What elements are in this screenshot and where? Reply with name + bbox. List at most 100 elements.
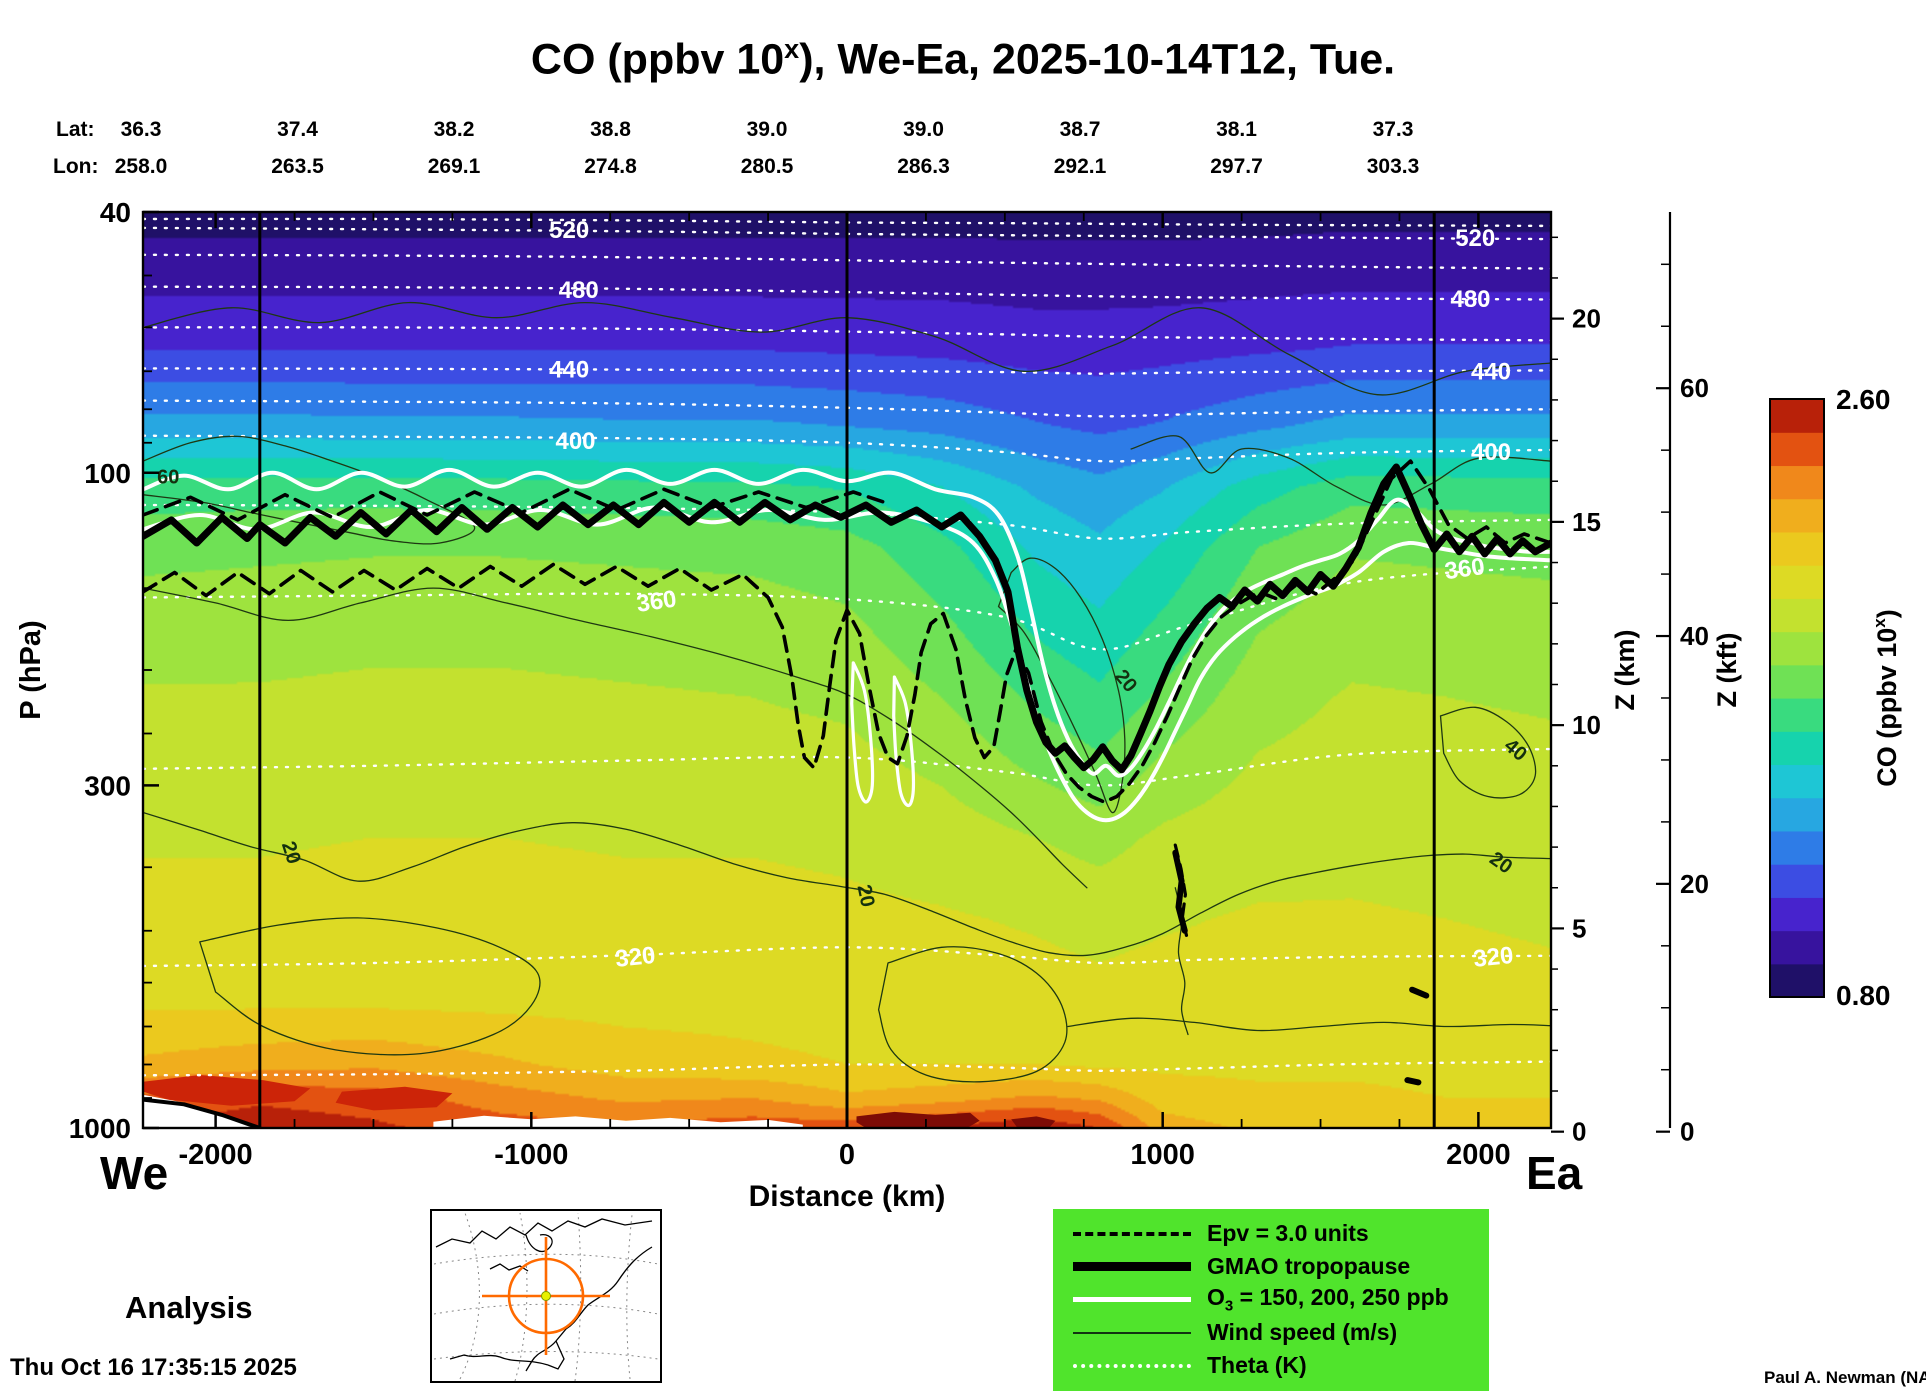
wind-40-right-loop — [1439, 706, 1537, 799]
zkft-tick-label-60: 60 — [1680, 373, 1709, 403]
surface-outline — [143, 1097, 262, 1128]
lat-value-0: 36.3 — [121, 118, 162, 141]
lon-value-2: 269.1 — [428, 155, 481, 178]
theta-contour-420 — [143, 399, 1551, 418]
wind-jet-left — [143, 435, 476, 545]
legend: Epv = 3.0 units GMAO tropopause O3 = 150, … — [1053, 1209, 1489, 1391]
lat-value-1: 37.4 — [277, 118, 318, 141]
waypoint-dot — [541, 1291, 551, 1301]
zkm-tick-label-0: 0 — [1572, 1117, 1586, 1147]
tropopause-fragment-3 — [1404, 1077, 1422, 1086]
theta-contour-540 — [143, 217, 1551, 228]
theta-contour-500 — [143, 253, 1551, 270]
wind-upper-2 — [1130, 435, 1551, 506]
x-axis-title: Distance (km) — [749, 1180, 946, 1213]
theta-contour-340 — [143, 747, 1551, 787]
contour-layer: 520 480 440 400 360 320 520 480 440 400 360 320 60 20… — [143, 212, 1551, 1128]
o3-contour-upper — [143, 467, 1551, 778]
lat-value-4: 39.0 — [747, 118, 788, 141]
lon-value-6: 292.1 — [1054, 155, 1107, 178]
contour-label-440-2: 440 — [549, 357, 589, 384]
title-superscript: x — [784, 34, 800, 64]
wind-loop-bottom-left — [199, 917, 541, 1056]
contour-label-360-10: 360 — [1443, 553, 1486, 585]
legend-sample-theta — [1073, 1363, 1191, 1368]
pressure-axis-title: P (hPa) — [15, 620, 47, 719]
wind-bottom-right — [1067, 1017, 1551, 1032]
theta-contour-460 — [143, 326, 1551, 342]
contour-label-320-5: 320 — [614, 942, 657, 973]
zkm-tick-label-10: 10 — [1572, 710, 1601, 740]
wind-20-main — [143, 811, 1551, 957]
contour-label-20-13: 20 — [277, 839, 305, 867]
p-tick-label-100: 100 — [84, 458, 131, 489]
colorbar-min-label: 0.80 — [1836, 980, 1891, 1011]
legend-label-wind: Wind speed (m/s) — [1207, 1319, 1398, 1345]
wind-loop-bottom-center — [877, 946, 1068, 1083]
z-kft-axis-title: Z (kft) — [1712, 633, 1742, 708]
lat-value-2: 38.2 — [434, 118, 475, 141]
lon-value-1: 263.5 — [271, 155, 324, 178]
east-endpoint-label: Ea — [1526, 1147, 1583, 1199]
lat-value-3: 38.8 — [590, 118, 631, 141]
legend-sample-wind — [1073, 1331, 1191, 1334]
o3-loop-1 — [850, 661, 875, 804]
generation-timestamp: Thu Oct 16 17:35:15 2025 — [10, 1354, 297, 1381]
contour-label-440-8: 440 — [1471, 358, 1511, 385]
lon-value-3: 274.8 — [584, 155, 637, 178]
theta-contour-520 — [143, 226, 1551, 241]
contour-label-20-14: 20 — [852, 883, 878, 909]
chart-title: CO (ppbv 10x), We-Ea, 2025-10-14T12, Tue… — [0, 34, 1926, 84]
title-suffix: ), We-Ea, 2025-10-14T12, Tue. — [799, 35, 1396, 84]
legend-entry-tropopause: GMAO tropopause — [1073, 1250, 1489, 1283]
lon-value-4: 280.5 — [741, 155, 794, 178]
title-prefix: CO (ppbv 10 — [530, 35, 785, 84]
contour-label-520-6: 520 — [1455, 225, 1495, 252]
theta-contour-480 — [143, 285, 1551, 301]
x-tick-label-1000: 1000 — [1130, 1139, 1195, 1171]
zkm-tick-label-20: 20 — [1572, 304, 1601, 334]
legend-label-o3: O3 = 150, 200, 250 ppb — [1207, 1284, 1449, 1315]
p-tick-label-40: 40 — [100, 197, 131, 228]
colorbar-title: CO (ppbv 10x) — [1870, 609, 1902, 787]
lat-axis-caption: Lat: — [56, 118, 95, 141]
lat-value-6: 38.7 — [1060, 118, 1101, 141]
lat-value-5: 39.0 — [903, 118, 944, 141]
zkft-tick-label-20: 20 — [1680, 869, 1709, 899]
contour-label-400-9: 400 — [1471, 439, 1511, 466]
red-blob-left-2 — [335, 1086, 453, 1111]
contour-label-20-15: 20 — [1110, 666, 1141, 697]
o3-loop-2 — [892, 675, 916, 808]
contour-label-480-7: 480 — [1450, 286, 1490, 313]
contour-label-360-4: 360 — [635, 586, 678, 618]
x-axis: -2000 -1000 0 1000 2000 Distance (km) — [179, 212, 1511, 1213]
darkred-spot-1 — [856, 1111, 980, 1128]
colorbar: 2.60 0.80 CO (ppbv 10x) — [1769, 384, 1902, 1011]
white-terrain-center — [433, 1115, 803, 1128]
tropopause — [143, 463, 1551, 774]
contour-label-40-16: 40 — [1500, 735, 1531, 766]
legend-sample-epv — [1073, 1231, 1191, 1236]
legend-label-tropopause: GMAO tropopause — [1207, 1253, 1411, 1279]
z-km-axis-title: Z (km) — [1610, 630, 1640, 711]
p-tick-label-300: 300 — [84, 770, 131, 801]
red-blob-left-1 — [143, 1075, 311, 1106]
x-tick-label-2000: 2000 — [1446, 1139, 1511, 1171]
contour-label-400-3: 400 — [555, 428, 595, 455]
p-tick-label-1000: 1000 — [69, 1113, 131, 1144]
lat-value-7: 38.1 — [1216, 118, 1257, 141]
wind-40-left — [143, 587, 1088, 889]
theta-contour-440 — [143, 367, 1551, 375]
tropopause-fragment-2 — [1409, 986, 1430, 999]
legend-sample-o3 — [1073, 1297, 1191, 1302]
contour-label-520-0: 520 — [549, 217, 589, 244]
legend-sample-tropopause — [1073, 1262, 1191, 1271]
tropopause-fragment-1 — [1172, 849, 1188, 934]
legend-entry-wind: Wind speed (m/s) — [1073, 1316, 1489, 1349]
cross-section-marker — [482, 1237, 610, 1355]
zkm-tick-label-15: 15 — [1572, 507, 1601, 537]
lon-value-0: 258.0 — [115, 155, 168, 178]
contour-label-60-12: 60 — [157, 467, 179, 489]
